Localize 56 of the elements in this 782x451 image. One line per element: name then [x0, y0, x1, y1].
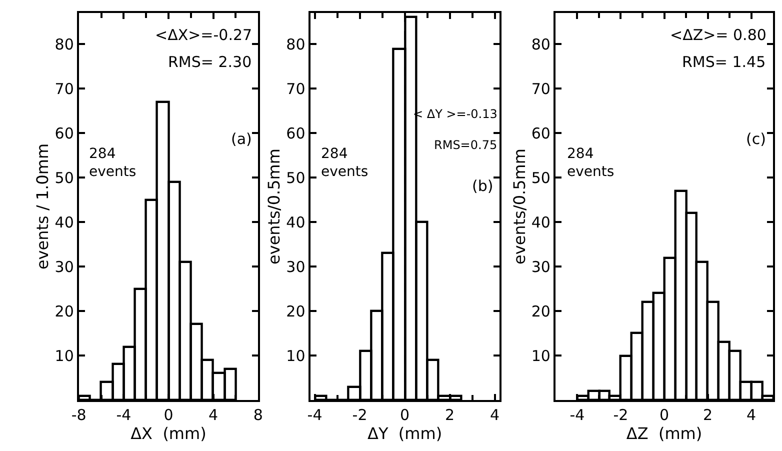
y-tick-label: 20 [286, 302, 306, 320]
y-tick-label: 60 [531, 124, 550, 142]
y-tick-label: 70 [531, 80, 550, 98]
y-tick-label: 60 [286, 124, 306, 142]
x-tick-label: 0 [659, 406, 670, 424]
y-tick-label: 50 [286, 168, 306, 187]
y-tick-label: 40 [286, 213, 306, 232]
x-tick-label: -2 [352, 406, 368, 424]
annotation: (a) [231, 130, 252, 148]
x-tick-label: -2 [613, 406, 628, 424]
annotation: (b) [472, 177, 494, 195]
y-tick-label: 40 [531, 213, 550, 232]
y-axis-title: events/0.5mm [510, 148, 529, 264]
y-tick-label: 10 [54, 346, 74, 365]
x-tick-label: 2 [703, 406, 713, 424]
x-tick-label: 0 [400, 406, 410, 424]
annotation: 284 events [89, 146, 136, 180]
x-axis-title: ΔY (mm) [368, 424, 442, 443]
annotation: RMS= 2.30 [168, 53, 252, 71]
y-tick-label: 80 [54, 35, 74, 54]
y-axis-title: events / 1.0mm [33, 143, 52, 270]
y-tick-label: 70 [54, 80, 74, 98]
y-tick-label: 40 [54, 213, 74, 232]
y-tick-label: 10 [531, 346, 550, 365]
annotation: <ΔX>=-0.27 [155, 26, 252, 44]
y-tick-label: 20 [531, 302, 550, 320]
annotation: (c) [746, 130, 766, 148]
y-tick-label: 20 [54, 302, 74, 320]
y-tick-label: 80 [286, 35, 306, 54]
annotation: <ΔZ>= 0.80 [670, 26, 766, 44]
annotation: 284 events [321, 146, 368, 180]
x-tick-label: 4 [490, 406, 500, 424]
x-tick-label: -4 [307, 406, 322, 424]
y-tick-label: 80 [531, 35, 550, 54]
annotation: 284 events [567, 146, 614, 180]
x-axis-title: ΔZ (mm) [626, 424, 702, 443]
y-tick-label: 30 [54, 258, 74, 276]
x-tick-label: 8 [253, 406, 263, 424]
x-tick-label: -4 [570, 406, 585, 424]
y-tick-label: 70 [286, 80, 306, 98]
y-tick-label: 30 [531, 258, 550, 276]
y-tick-label: 30 [286, 258, 306, 276]
y-tick-label: 50 [531, 168, 550, 187]
x-axis-title: ΔX (mm) [130, 424, 206, 443]
x-tick-label: 0 [164, 406, 174, 424]
x-tick-label: 4 [746, 406, 756, 424]
annotation: RMS=0.75 [434, 138, 498, 152]
x-tick-label: 4 [208, 406, 218, 424]
y-tick-label: 10 [286, 346, 306, 365]
y-tick-label: 50 [54, 168, 74, 187]
x-tick-label: 2 [445, 406, 455, 424]
x-tick-label: -4 [116, 406, 132, 424]
y-axis-title: events/0.5mm [264, 148, 284, 264]
x-tick-label: -8 [71, 406, 86, 424]
annotation: RMS= 1.45 [682, 53, 766, 71]
y-tick-label: 60 [54, 124, 74, 142]
